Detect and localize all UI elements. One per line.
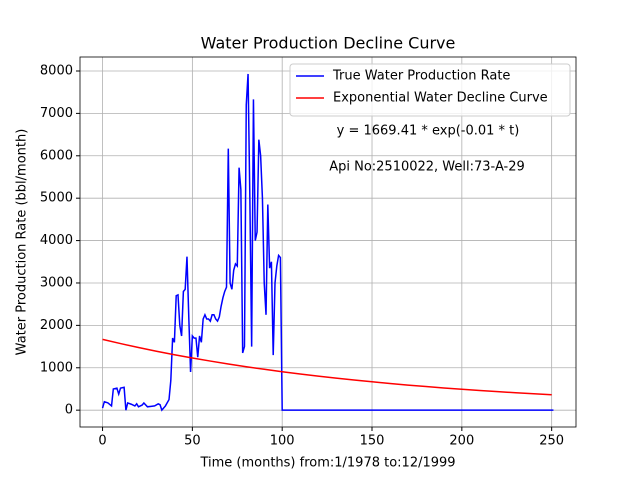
legend-label: Exponential Water Decline Curve: [333, 91, 548, 106]
series-line: [101, 73, 554, 412]
y-tick-label: 4000: [40, 233, 73, 248]
y-tick-label: 3000: [40, 275, 73, 290]
x-tick-label: 0: [98, 434, 106, 449]
annotation: Api No:2510022, Well:73-A-29: [329, 160, 525, 175]
y-tick-label: 6000: [40, 148, 73, 163]
x-tick-label: 250: [539, 434, 564, 449]
y-tick-label: 1000: [40, 360, 73, 375]
x-tick-label: 100: [270, 434, 295, 449]
x-axis-label: Time (months) from:1/1978 to:12/1999: [199, 456, 455, 471]
x-tick-label: 50: [184, 434, 201, 449]
y-tick-label: 8000: [40, 63, 73, 78]
legend-box: [289, 63, 571, 117]
y-axis-label: Water Production Rate (bbl/month): [15, 129, 30, 356]
y-tick-label: 7000: [40, 106, 73, 121]
y-tick-label: 2000: [40, 318, 73, 333]
x-tick-label: 150: [360, 434, 385, 449]
x-tick-label: 200: [449, 434, 474, 449]
y-tick-label: 5000: [40, 191, 73, 206]
annotation: y = 1669.41 * exp(-0.01 * t): [337, 124, 520, 139]
legend-label: True Water Production Rate: [332, 69, 510, 84]
plot-frame: [79, 56, 577, 428]
chart-title: Water Production Decline Curve: [201, 34, 456, 53]
plot-area: 0 50 100 150 200 250 0 1000 2000 3000 4000 5000 6000…: [40, 56, 577, 449]
series-line: [102, 338, 552, 396]
y-tick-label: 0: [65, 403, 73, 418]
